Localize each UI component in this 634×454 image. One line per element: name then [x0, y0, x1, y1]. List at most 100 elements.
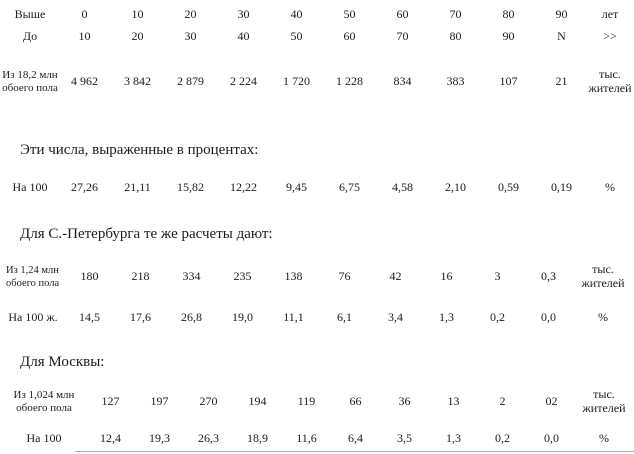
table-cell: 6,4 — [348, 431, 363, 446]
table-cell: 16 — [440, 269, 453, 284]
table-row: Выше 0 10 20 30 40 50 60 70 80 90 лет — [2, 4, 632, 26]
spb-section-heading: Для С.-Петербурга те же расчеты дают: — [20, 226, 273, 242]
row-label: Из 18,2 млн обоего пола — [2, 68, 58, 94]
table-cell: 4,58 — [392, 180, 413, 195]
table-cell: 50 — [343, 7, 356, 22]
table-cell: 12,22 — [230, 180, 257, 195]
page-bottom-divider — [75, 451, 634, 452]
row-label: На 100 ж. — [8, 310, 58, 325]
table-cell: 11,6 — [296, 431, 317, 446]
unit-label: % — [598, 310, 608, 325]
table-cell: 40 — [290, 7, 303, 22]
table-cell: 0,3 — [541, 269, 556, 284]
table-row: До 10 20 30 40 50 60 70 80 90 N >> — [2, 26, 632, 48]
table-cell: 0,19 — [551, 180, 572, 195]
table-cell: 6,1 — [337, 310, 352, 325]
table-cell: 194 — [248, 394, 267, 409]
table-cell: 180 — [80, 269, 99, 284]
table-cell: 17,6 — [130, 310, 151, 325]
russia-age-table: Выше 0 10 20 30 40 50 60 70 80 90 лет До… — [2, 4, 632, 116]
table-cell: 21,11 — [124, 180, 151, 195]
table-row: На 100 ж. 14,5 17,6 26,8 19,0 11,1 6,1 3… — [2, 300, 632, 336]
table-cell: 4 962 — [71, 74, 98, 89]
table-cell: 834 — [393, 74, 412, 89]
unit-label: тыс. жителей — [581, 262, 625, 290]
table-cell: 19,3 — [149, 431, 170, 446]
table-cell: 60 — [396, 7, 409, 22]
table-cell: 21 — [555, 74, 568, 89]
russia-percent-table: На 100 27,26 21,11 15,82 12,22 9,45 6,75… — [2, 174, 632, 202]
table-cell: 80 — [502, 7, 515, 22]
table-cell: 6,75 — [339, 180, 360, 195]
table-cell: 0,0 — [544, 431, 559, 446]
table-cell: 66 — [349, 394, 362, 409]
table-cell: 3 842 — [124, 74, 151, 89]
table-row: Из 18,2 млн обоего пола 4 962 3 842 2 87… — [2, 48, 632, 116]
table-cell: 26,3 — [198, 431, 219, 446]
table-row: Из 1,024 млн обоего пола 127 197 270 194… — [2, 378, 632, 426]
table-cell: 3 — [494, 269, 501, 284]
table-cell: 27,26 — [71, 180, 98, 195]
table-cell: 138 — [284, 269, 303, 284]
row-label: На 100 — [26, 431, 62, 446]
table-cell: 0,2 — [495, 431, 510, 446]
table-cell: 119 — [297, 394, 316, 409]
table-cell: 235 — [233, 269, 252, 284]
table-cell: 107 — [499, 74, 518, 89]
table-cell: 02 — [545, 394, 558, 409]
table-cell: 42 — [389, 269, 402, 284]
moscow-section-heading: Для Москвы: — [20, 354, 105, 370]
table-cell: 2,10 — [445, 180, 466, 195]
table-cell: 80 — [449, 29, 462, 44]
table-cell: 10 — [78, 29, 91, 44]
row-label: До — [22, 29, 38, 44]
table-cell: 18,9 — [247, 431, 268, 446]
table-cell: 3,4 — [388, 310, 403, 325]
unit-label: % — [605, 180, 615, 195]
table-cell: 2 879 — [177, 74, 204, 89]
table-cell: 50 — [290, 29, 303, 44]
unit-label: >> — [603, 29, 617, 44]
table-cell: 90 — [502, 29, 515, 44]
percent-section-heading: Эти числа, выраженные в процентах: — [20, 142, 259, 158]
table-cell: N — [557, 29, 566, 44]
table-cell: 2 224 — [230, 74, 257, 89]
table-row: На 100 27,26 21,11 15,82 12,22 9,45 6,75… — [2, 174, 632, 202]
table-cell: 2 — [499, 394, 506, 409]
table-cell: 1,3 — [446, 431, 461, 446]
table-cell: 1 228 — [336, 74, 363, 89]
row-label: Из 1,024 млн обоего пола — [13, 388, 75, 414]
table-cell: 127 — [101, 394, 120, 409]
unit-label: тыс. жителей — [582, 387, 626, 415]
table-cell: 9,45 — [286, 180, 307, 195]
table-cell: 36 — [398, 394, 411, 409]
table-cell: 0,2 — [490, 310, 505, 325]
table-cell: 14,5 — [79, 310, 100, 325]
row-label: Выше — [14, 7, 46, 22]
table-cell: 3,5 — [397, 431, 412, 446]
table-cell: 60 — [343, 29, 356, 44]
table-cell: 218 — [131, 269, 150, 284]
table-cell: 1 720 — [283, 74, 310, 89]
table-cell: 90 — [555, 7, 568, 22]
table-cell: 26,8 — [181, 310, 202, 325]
table-cell: 0 — [81, 7, 88, 22]
moscow-table: Из 1,024 млн обоего пола 127 197 270 194… — [2, 378, 632, 452]
table-cell: 19,0 — [232, 310, 253, 325]
table-cell: 20 — [131, 29, 144, 44]
table-row: На 100 12,4 19,3 26,3 18,9 11,6 6,4 3,5 … — [2, 426, 632, 452]
unit-label: % — [599, 431, 609, 446]
table-cell: 30 — [237, 7, 250, 22]
table-cell: 1,3 — [439, 310, 454, 325]
table-cell: 11,1 — [283, 310, 304, 325]
table-cell: 40 — [237, 29, 250, 44]
row-label: На 100 — [12, 180, 48, 195]
table-cell: 12,4 — [100, 431, 121, 446]
table-cell: 30 — [184, 29, 197, 44]
table-cell: 383 — [446, 74, 465, 89]
table-cell: 13 — [447, 394, 460, 409]
spb-table: Из 1,24 млн обоего пола 180 218 334 235 … — [2, 254, 632, 336]
table-cell: 0,59 — [498, 180, 519, 195]
table-cell: 76 — [338, 269, 351, 284]
